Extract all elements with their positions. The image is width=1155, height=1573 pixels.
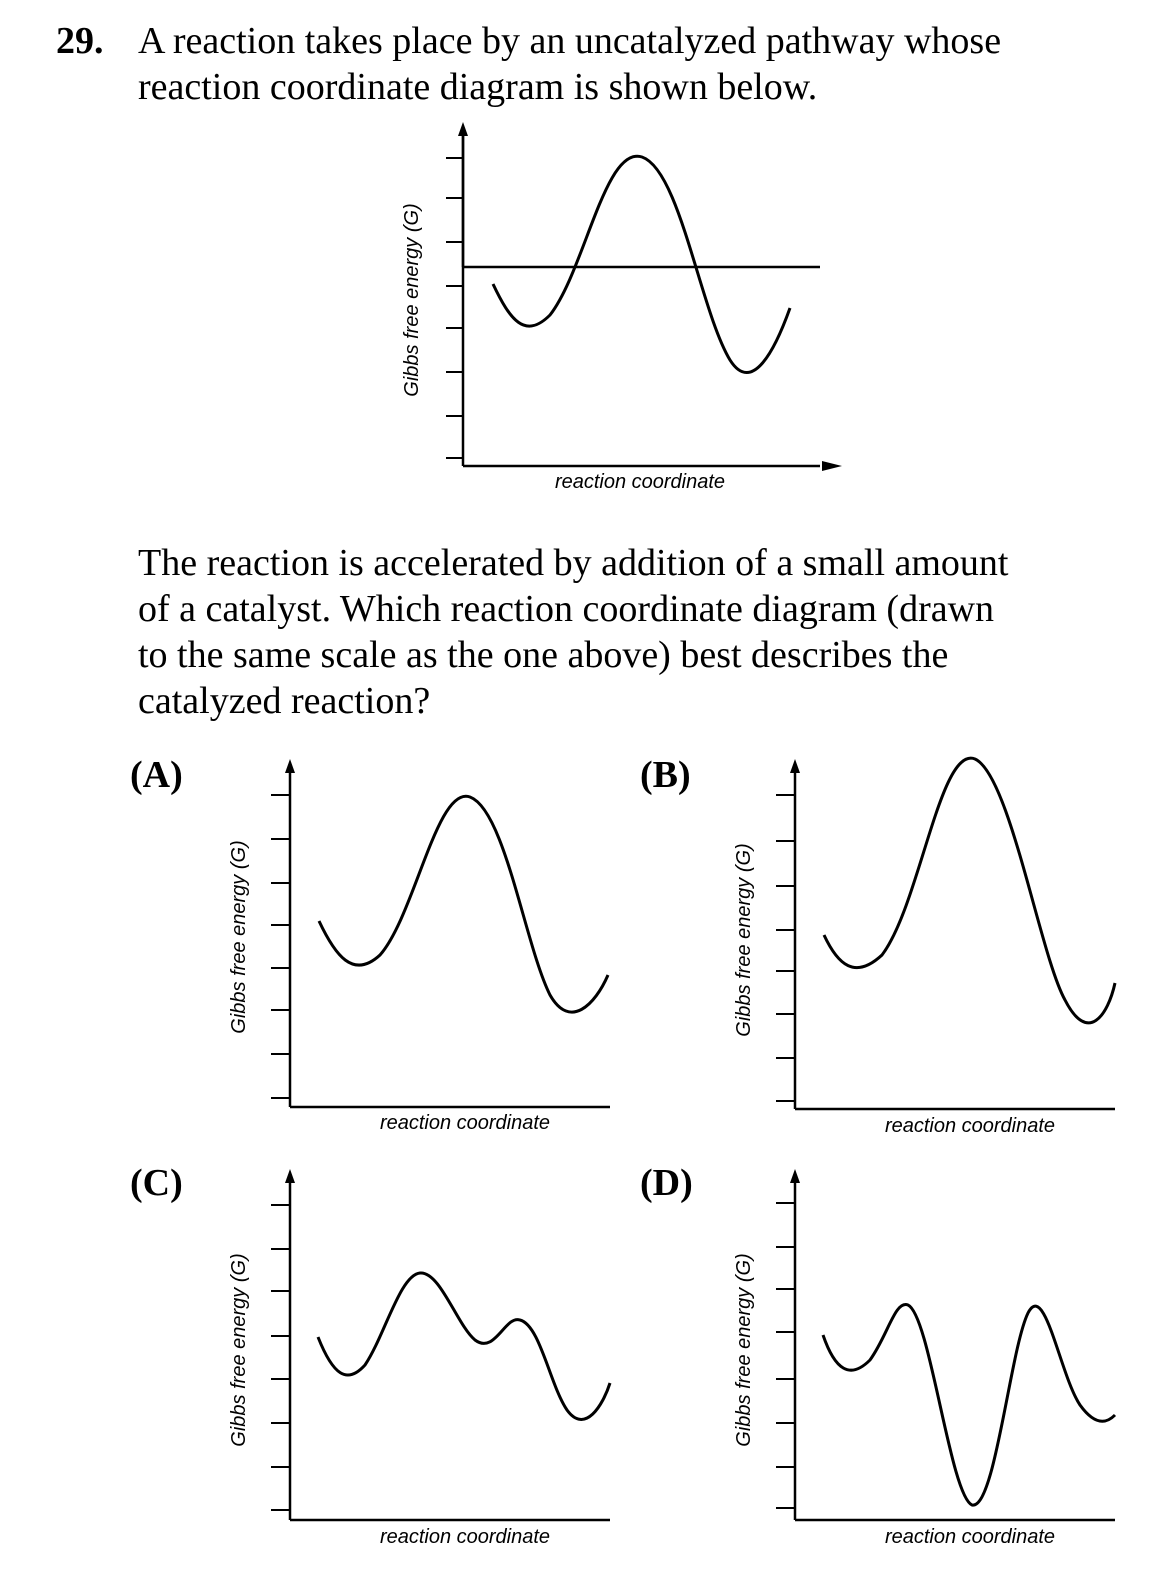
y-axis-arrow xyxy=(285,1169,295,1183)
question-stem-line-1: A reaction takes place by an uncatalyzed… xyxy=(138,20,1002,62)
y-axis-arrow xyxy=(790,759,800,773)
x-axis-label: reaction coordinate xyxy=(885,1526,1055,1548)
y-axis-label: Gibbs free energy (G) xyxy=(733,843,755,1036)
x-axis-label: reaction coordinate xyxy=(380,1112,550,1134)
uncatalyzed-diagram: Gibbs free energy (G) reaction coordinat… xyxy=(401,122,842,493)
followup-line-2: of a catalyst. Which reaction coordinate… xyxy=(138,588,995,630)
question-stem-line-2: reaction coordinate diagram is shown bel… xyxy=(138,66,818,108)
y-axis-label: Gibbs free energy (G) xyxy=(401,203,423,396)
x-axis-label: reaction coordinate xyxy=(885,1115,1055,1137)
option-c-diagram[interactable]: Gibbs free energy (G) reaction coordinat… xyxy=(205,1165,625,1555)
followup-line-1: The reaction is accelerated by addition … xyxy=(138,542,1009,584)
option-c-label[interactable]: (C) xyxy=(130,1162,183,1204)
x-axis-label: reaction coordinate xyxy=(555,471,725,493)
y-axis-arrow xyxy=(285,759,295,773)
y-axis-arrow xyxy=(458,122,468,136)
energy-curve xyxy=(317,794,610,1014)
option-d-diagram[interactable]: Gibbs free energy (G) reaction coordinat… xyxy=(710,1165,1130,1555)
y-axis-label: Gibbs free energy (G) xyxy=(228,1253,250,1446)
energy-curve xyxy=(316,1271,612,1421)
followup-line-3: to the same scale as the one above) best… xyxy=(138,634,949,676)
y-axis-label: Gibbs free energy (G) xyxy=(733,1253,755,1446)
x-axis-arrow xyxy=(822,461,842,471)
option-d-label[interactable]: (D) xyxy=(640,1162,693,1204)
option-b-label[interactable]: (B) xyxy=(640,754,691,796)
y-axis-label: Gibbs free energy (G) xyxy=(228,840,250,1033)
x-axis-label: reaction coordinate xyxy=(380,1526,550,1548)
y-axis-arrow xyxy=(790,1169,800,1183)
energy-curve xyxy=(491,154,792,375)
energy-curve xyxy=(821,1303,1117,1507)
option-a-diagram[interactable]: Gibbs free energy (G) reaction coordinat… xyxy=(205,755,625,1145)
option-a-label[interactable]: (A) xyxy=(130,754,183,796)
question-number: 29. xyxy=(56,20,104,62)
energy-curve xyxy=(822,756,1117,1025)
followup-line-4: catalyzed reaction? xyxy=(138,680,431,722)
option-b-diagram[interactable]: Gibbs free energy (G) reaction coordinat… xyxy=(710,755,1130,1145)
